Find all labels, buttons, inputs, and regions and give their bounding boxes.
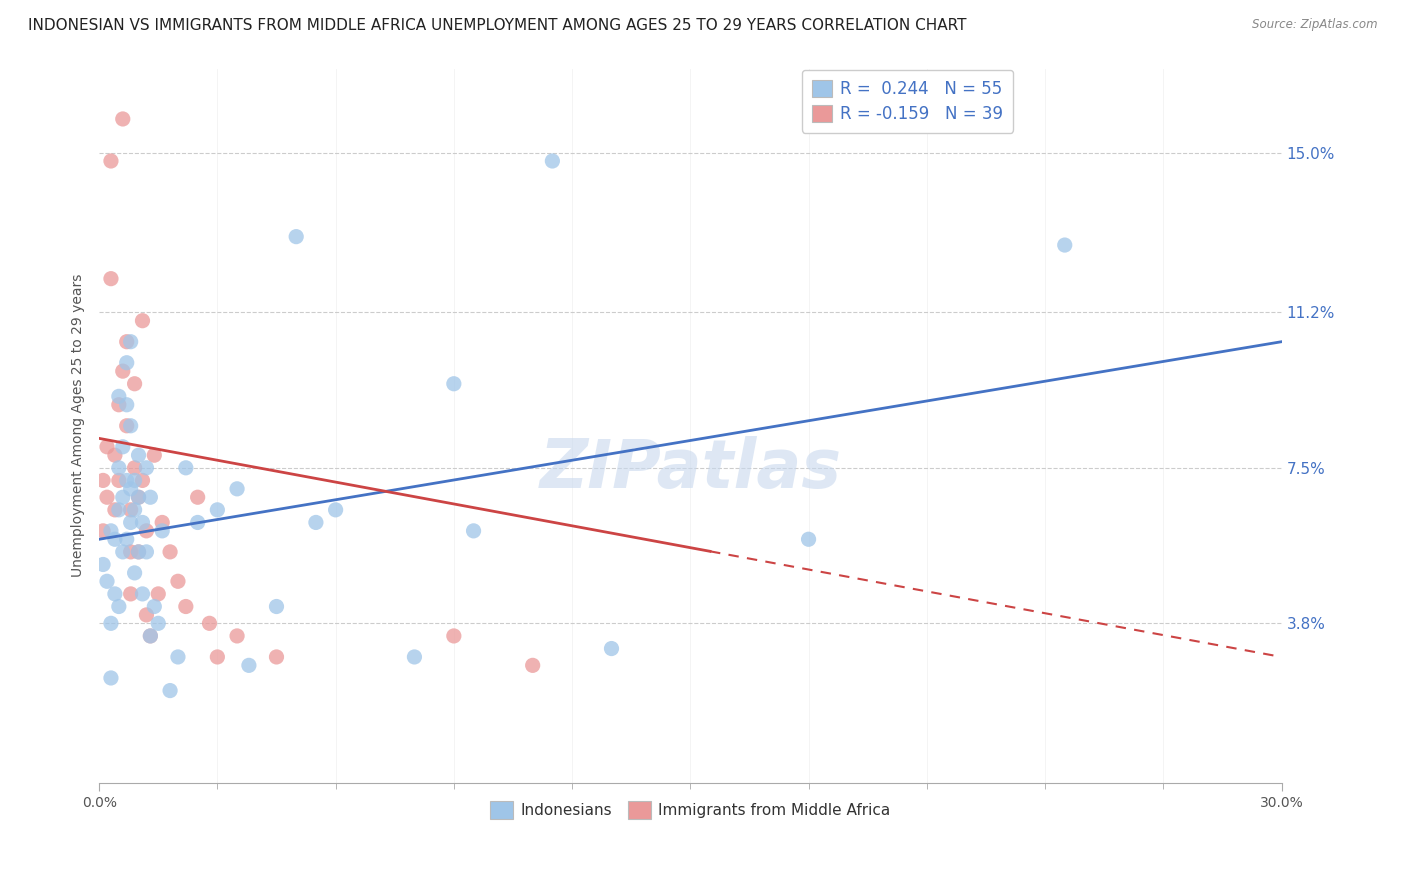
Point: [131, 587, 153, 601]
Text: ZIPatlas: ZIPatlas: [540, 435, 841, 501]
Point: [124, 503, 146, 517]
Point: [167, 574, 190, 589]
Point: [404, 649, 426, 664]
Point: [124, 460, 146, 475]
Point: [108, 503, 131, 517]
Point: [150, 516, 173, 530]
Point: [131, 314, 153, 328]
Point: [108, 398, 131, 412]
Point: [124, 376, 146, 391]
Point: [187, 516, 209, 530]
Point: [187, 490, 209, 504]
Point: [159, 545, 181, 559]
Point: [139, 629, 162, 643]
Point: [174, 599, 197, 614]
Point: [148, 616, 170, 631]
Point: [139, 490, 162, 504]
Point: [207, 503, 229, 517]
Point: [120, 516, 142, 530]
Point: [285, 229, 308, 244]
Point: [128, 545, 150, 559]
Text: Source: ZipAtlas.com: Source: ZipAtlas.com: [1253, 18, 1378, 31]
Point: [159, 683, 181, 698]
Point: [128, 490, 150, 504]
Point: [135, 607, 157, 622]
Point: [143, 599, 166, 614]
Point: [148, 587, 170, 601]
Point: [111, 545, 134, 559]
Point: [120, 334, 142, 349]
Point: [100, 271, 122, 285]
Point: [167, 649, 190, 664]
Point: [91, 558, 114, 572]
Point: [797, 533, 820, 547]
Point: [131, 474, 153, 488]
Point: [115, 474, 138, 488]
Point: [108, 389, 131, 403]
Point: [115, 334, 138, 349]
Point: [443, 629, 465, 643]
Point: [226, 629, 249, 643]
Point: [600, 641, 623, 656]
Point: [120, 503, 142, 517]
Point: [226, 482, 249, 496]
Point: [1053, 238, 1076, 252]
Point: [100, 524, 122, 538]
Point: [108, 460, 131, 475]
Point: [120, 587, 142, 601]
Point: [96, 440, 118, 454]
Point: [443, 376, 465, 391]
Y-axis label: Unemployment Among Ages 25 to 29 years: Unemployment Among Ages 25 to 29 years: [72, 274, 86, 577]
Point: [115, 398, 138, 412]
Point: [139, 629, 162, 643]
Point: [135, 460, 157, 475]
Point: [124, 474, 146, 488]
Point: [120, 418, 142, 433]
Point: [104, 587, 127, 601]
Text: INDONESIAN VS IMMIGRANTS FROM MIDDLE AFRICA UNEMPLOYMENT AMONG AGES 25 TO 29 YEA: INDONESIAN VS IMMIGRANTS FROM MIDDLE AFR…: [28, 18, 966, 33]
Point: [108, 599, 131, 614]
Point: [207, 649, 229, 664]
Point: [463, 524, 485, 538]
Point: [174, 460, 197, 475]
Point: [135, 524, 157, 538]
Point: [111, 490, 134, 504]
Point: [115, 418, 138, 433]
Point: [238, 658, 260, 673]
Point: [131, 516, 153, 530]
Point: [100, 616, 122, 631]
Point: [111, 112, 134, 126]
Point: [111, 440, 134, 454]
Point: [91, 524, 114, 538]
Point: [266, 649, 288, 664]
Point: [111, 364, 134, 378]
Point: [325, 503, 347, 517]
Point: [120, 545, 142, 559]
Point: [115, 356, 138, 370]
Point: [305, 516, 328, 530]
Point: [541, 153, 564, 168]
Point: [128, 448, 150, 462]
Point: [143, 448, 166, 462]
Point: [135, 545, 157, 559]
Point: [104, 533, 127, 547]
Point: [104, 503, 127, 517]
Point: [115, 533, 138, 547]
Point: [128, 490, 150, 504]
Point: [198, 616, 221, 631]
Point: [100, 671, 122, 685]
Legend: Indonesians, Immigrants from Middle Africa: Indonesians, Immigrants from Middle Afri…: [484, 795, 897, 825]
Point: [120, 482, 142, 496]
Point: [266, 599, 288, 614]
Point: [124, 566, 146, 580]
Point: [96, 490, 118, 504]
Point: [104, 448, 127, 462]
Point: [522, 658, 544, 673]
Point: [91, 474, 114, 488]
Point: [96, 574, 118, 589]
Point: [100, 153, 122, 168]
Point: [108, 474, 131, 488]
Point: [150, 524, 173, 538]
Point: [128, 545, 150, 559]
